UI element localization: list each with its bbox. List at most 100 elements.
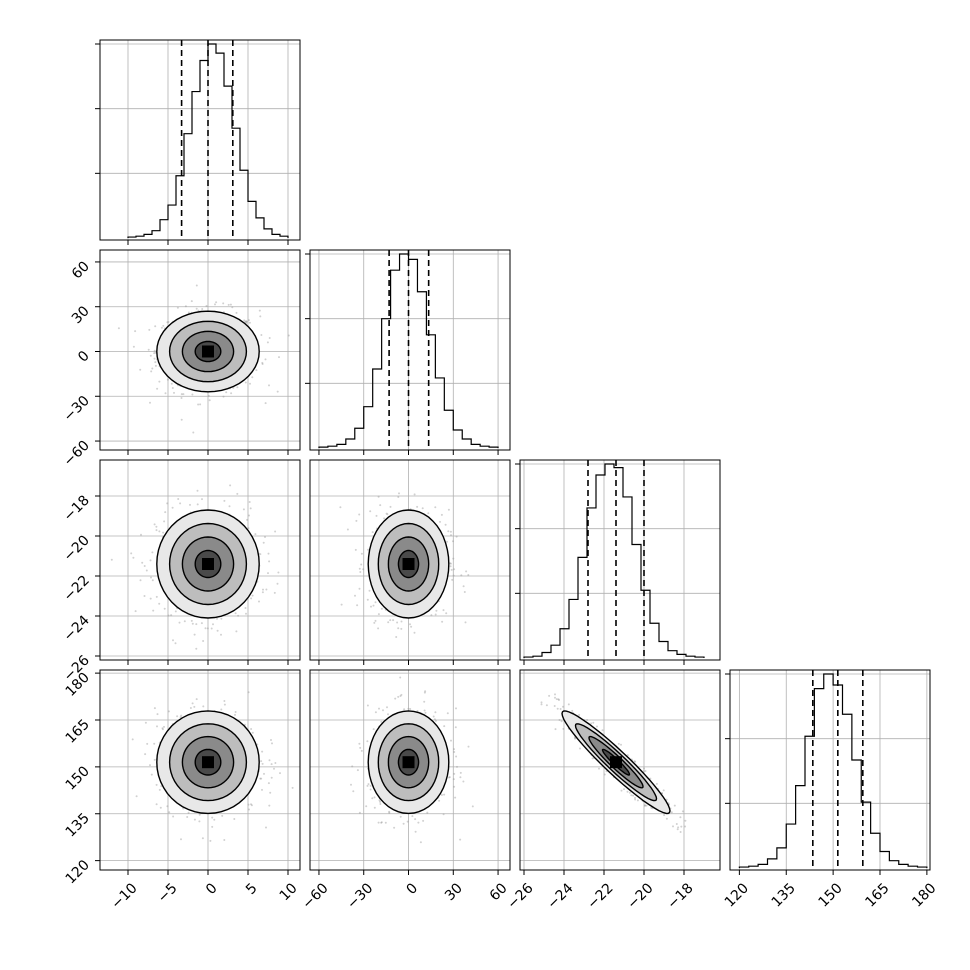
sample-point: [191, 622, 194, 625]
sample-point: [153, 352, 156, 355]
sample-point: [244, 320, 247, 323]
sample-point: [403, 708, 406, 711]
sample-point: [447, 508, 450, 511]
sample-point: [277, 571, 280, 574]
y-tick-label: −22: [61, 573, 93, 605]
sample-point: [394, 697, 397, 700]
sample-point: [153, 742, 156, 745]
sample-point: [630, 794, 633, 797]
sample-point: [179, 716, 182, 719]
sample-point: [159, 806, 162, 809]
sample-point: [452, 557, 455, 560]
sample-point: [438, 799, 441, 802]
sample-point: [264, 358, 267, 361]
sample-point: [556, 707, 559, 710]
sample-point: [172, 639, 174, 642]
sample-point: [400, 693, 403, 696]
sample-point: [190, 619, 193, 622]
panel-frame: [99, 249, 301, 451]
sample-point: [446, 712, 449, 715]
density-panel-p2-p4: [309, 669, 511, 871]
contour-line-1: [601, 748, 631, 776]
sample-point: [268, 759, 271, 762]
sample-point: [267, 552, 270, 555]
panel-frame: [309, 249, 511, 451]
sample-point: [233, 818, 236, 820]
sample-point: [198, 813, 201, 816]
sample-point: [166, 502, 169, 505]
sample-point: [150, 773, 153, 776]
sample-point: [222, 302, 225, 305]
sample-point: [672, 825, 674, 828]
sample-point: [274, 762, 277, 764]
sample-point: [360, 552, 363, 555]
sample-point: [356, 769, 359, 772]
sample-point: [379, 504, 382, 507]
sample-point: [134, 610, 137, 613]
sample-point: [153, 349, 156, 352]
panel-background: [730, 670, 930, 870]
sample-point: [378, 707, 380, 710]
sample-point: [385, 512, 388, 515]
panel-frame: [309, 669, 511, 871]
sample-point: [258, 600, 260, 603]
sample-point: [151, 367, 154, 370]
sample-point: [267, 782, 270, 785]
sample-point: [374, 601, 377, 604]
sample-point: [680, 825, 683, 828]
sample-point: [269, 791, 272, 794]
y-tick-label: −18: [61, 493, 93, 525]
sample-point: [558, 719, 561, 721]
sample-point: [560, 720, 563, 723]
density-panel-p1-p3: [99, 459, 301, 661]
sample-point: [414, 830, 417, 833]
sample-point: [225, 391, 228, 394]
sample-point: [358, 742, 361, 745]
panel-frame: [519, 459, 721, 661]
sample-point: [453, 568, 456, 571]
y-tick-label: −24: [61, 612, 93, 644]
sample-point: [452, 540, 454, 543]
sample-point: [392, 619, 395, 622]
sample-point: [144, 753, 147, 756]
sample-point: [557, 698, 560, 701]
sample-point: [375, 514, 378, 517]
sample-point: [279, 772, 281, 775]
sample-point: [147, 348, 150, 351]
sample-point: [620, 789, 623, 792]
contour-line-4: [156, 710, 260, 815]
sample-point: [251, 731, 254, 734]
sample-point: [249, 382, 251, 385]
sample-point: [434, 711, 437, 714]
sample-point: [419, 841, 422, 844]
sample-point: [250, 804, 253, 807]
sample-point: [450, 739, 452, 742]
sample-point: [261, 591, 264, 594]
sample-point: [180, 393, 183, 396]
sample-point: [388, 810, 391, 813]
sample-point: [448, 776, 450, 779]
sample-point: [179, 502, 182, 505]
x-tick-label: −18: [664, 880, 696, 912]
sample-point: [367, 548, 369, 551]
sample-point: [601, 729, 604, 732]
density-peak: [610, 756, 622, 769]
sample-point: [628, 791, 631, 794]
sample-point: [228, 505, 231, 508]
sample-point: [460, 574, 463, 577]
sample-point: [380, 720, 383, 723]
sample-point: [230, 392, 233, 395]
sample-point: [386, 513, 389, 516]
sample-point: [229, 484, 232, 487]
sample-point: [548, 694, 551, 697]
sample-point: [151, 579, 154, 582]
sample-point: [196, 489, 199, 492]
sample-point: [195, 284, 198, 287]
sample-point: [636, 799, 639, 802]
sample-point: [139, 579, 142, 582]
x-tick-label: 135: [769, 880, 799, 910]
sample-point: [156, 713, 159, 716]
sample-point: [198, 820, 201, 823]
sample-point: [427, 512, 430, 515]
sample-point: [434, 719, 437, 722]
